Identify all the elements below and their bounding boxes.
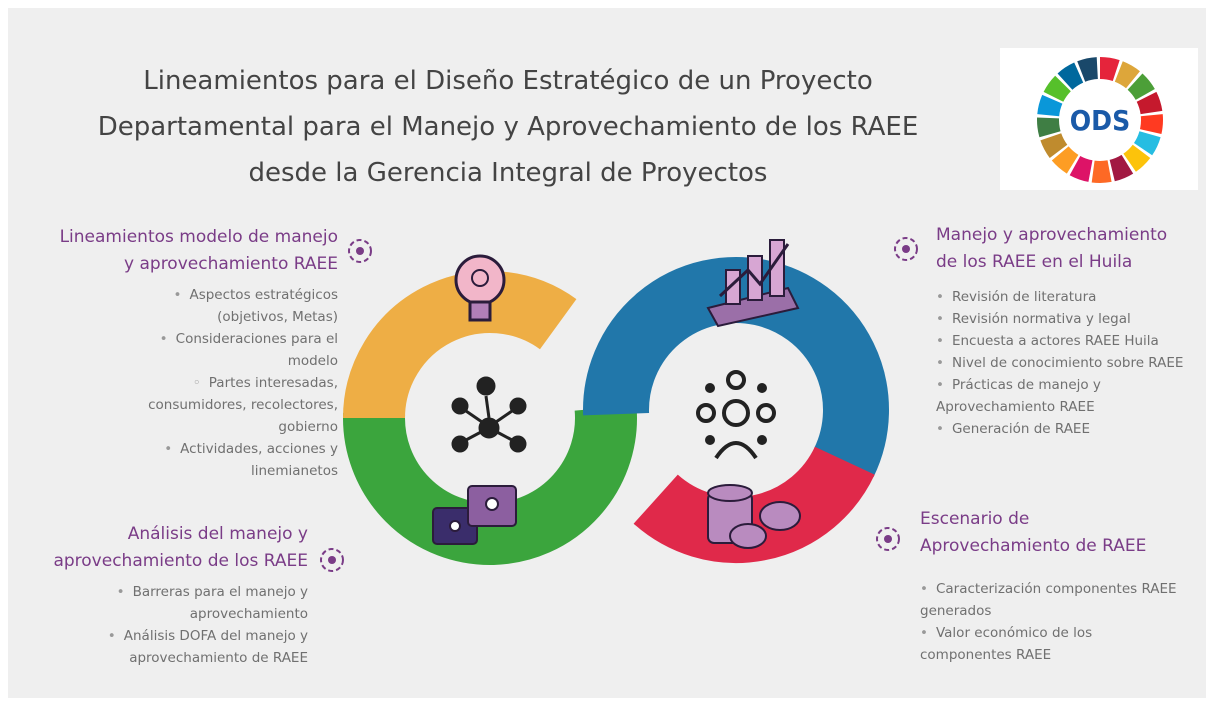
- infinity-rings: [374, 290, 856, 534]
- person-icon: [698, 372, 774, 458]
- bullet-item: Nivel de conocimiento sobre RAEE: [936, 352, 1206, 374]
- title-line: Departamental para el Manejo y Aprovecha…: [68, 104, 948, 150]
- logo-segment: [1051, 137, 1059, 152]
- bullet-item: Caracterización componentes RAEE generad…: [920, 578, 1185, 622]
- bullet-item: Actividades, acciones y linemianetos: [128, 438, 338, 482]
- logo-segment: [1053, 83, 1063, 96]
- bullet-item: Valor económico de los componentes RAEE: [920, 622, 1185, 666]
- section-heading: aprovechamiento de los RAEE: [8, 548, 308, 575]
- bullet-item: Generación de RAEE: [936, 418, 1206, 440]
- logo-segment: [1151, 115, 1152, 131]
- canvas: ODS Lineamientos para el Diseño Estratég…: [8, 8, 1206, 698]
- title-line: Lineamientos para el Diseño Estratégico …: [68, 58, 948, 104]
- bullet-list: Barreras para el manejo y aprovechamient…: [68, 581, 308, 669]
- logo-segment: [1081, 68, 1097, 71]
- logo-segment: [1093, 171, 1109, 172]
- target-dot: [884, 535, 892, 543]
- section-heading: Manejo y aprovechamiento: [936, 222, 1206, 249]
- logo-segment: [1065, 73, 1079, 82]
- logo-segment: [1135, 82, 1145, 95]
- logo-segment: [1119, 72, 1133, 80]
- bullet-item: Análisis DOFA del manejo y aprovechamien…: [68, 625, 308, 669]
- bullet-item: Encuesta a actores RAEE Huila: [936, 330, 1206, 352]
- logo-segment: [1112, 164, 1127, 170]
- logo-segment: [1048, 99, 1052, 115]
- bullet-item: Aspectos estratégicos (objetivos, Metas): [128, 284, 338, 328]
- section-heading: Lineamientos modelo de manejo: [18, 224, 338, 251]
- section-heading: y aprovechamiento RAEE: [18, 251, 338, 278]
- logo-segment: [1100, 68, 1116, 71]
- network-icon: [452, 377, 526, 452]
- logo-segment: [1060, 153, 1072, 164]
- bullet-item: Prácticas de manejo y Aprovechamiento RA…: [936, 374, 1206, 418]
- section-heading: de los RAEE en el Huila: [936, 249, 1206, 276]
- title-line: desde la Gerencia Integral de Proyectos: [68, 150, 948, 196]
- section-heading: Análisis del manejo y: [8, 521, 308, 548]
- bullet-list: Revisión de literaturaRevisión normativa…: [936, 286, 1206, 440]
- logo-segment: [1147, 97, 1152, 113]
- target-dot: [356, 247, 364, 255]
- bullet-item: Revisión normativa y legal: [936, 308, 1206, 330]
- bullet-item: Barreras para el manejo y aprovechamient…: [68, 581, 308, 625]
- logo-segment: [1075, 166, 1090, 172]
- section-heading: Escenario de: [920, 506, 1200, 533]
- logo-text: ODS: [1070, 104, 1130, 137]
- target-dot: [328, 556, 336, 564]
- bullet-list: Caracterización componentes RAEE generad…: [920, 578, 1185, 666]
- logo-segment: [1130, 151, 1142, 162]
- logo-segment: [1143, 134, 1150, 149]
- bullet-item: Partes interesadas, consumidores, recole…: [128, 372, 338, 438]
- logo-segment: [1048, 118, 1050, 134]
- target-dot: [902, 245, 910, 253]
- title: Lineamientos para el Diseño Estratégico …: [68, 58, 948, 196]
- bullet-list: Aspectos estratégicos (objetivos, Metas)…: [128, 284, 338, 482]
- page: ODS Lineamientos para el Diseño Estratég…: [0, 0, 1206, 706]
- section-heading: Aprovechamiento de RAEE: [920, 533, 1200, 560]
- bullet-item: Revisión de literatura: [936, 286, 1206, 308]
- bullet-item: Consideraciones para el modelo: [128, 328, 338, 372]
